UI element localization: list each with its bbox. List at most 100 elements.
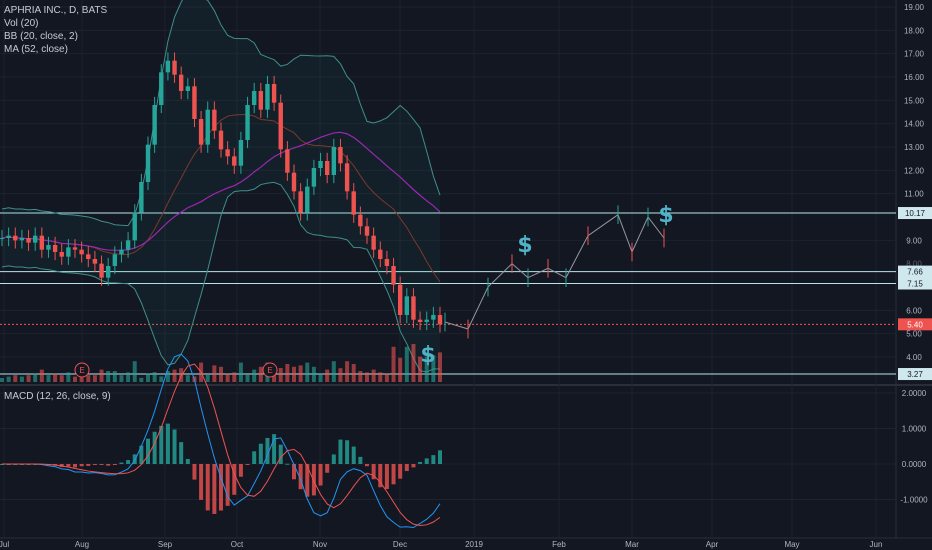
- price-tag-label: 5.40: [907, 320, 923, 329]
- macd-tick-label: 2.0000: [902, 389, 927, 398]
- candle: [371, 235, 376, 250]
- price-tag-label: 10.17: [905, 209, 926, 218]
- macd-histogram-bar: [172, 429, 177, 464]
- candle: [0, 238, 5, 239]
- candle: [52, 245, 58, 252]
- volume-bar: [19, 376, 24, 382]
- price-tick-label: 8.00: [906, 260, 922, 269]
- macd-histogram-bar: [199, 464, 204, 500]
- macd-histogram-bar: [99, 464, 104, 465]
- candle: [119, 249, 124, 255]
- main-pane: [0, 0, 896, 384]
- macd-histogram-bar: [106, 464, 111, 466]
- macd-histogram-bar: [318, 464, 323, 486]
- time-tick-label: Feb: [552, 540, 566, 549]
- macd-histogram-bar: [345, 440, 350, 464]
- macd-histogram-bar: [112, 464, 117, 465]
- candle: [338, 147, 343, 164]
- candle: [431, 315, 436, 320]
- volume-bar: [46, 375, 51, 382]
- macd-histogram-bar: [351, 446, 356, 464]
- volume-bar: [185, 375, 190, 382]
- volume-bar: [225, 373, 230, 382]
- volume-bar: [404, 346, 409, 382]
- candle: [212, 109, 217, 131]
- macd-histogram-bar: [79, 464, 84, 467]
- macd-histogram-bar: [331, 454, 336, 464]
- volume-bar: [351, 364, 356, 382]
- macd-histogram-bar: [225, 464, 230, 506]
- candle: [437, 315, 443, 325]
- volume-bar: [331, 361, 336, 382]
- volume-bar: [311, 366, 316, 382]
- volume-bar: [172, 369, 177, 382]
- volume-bar: [371, 369, 376, 382]
- volume-bar: [205, 375, 210, 382]
- candle: [384, 259, 390, 266]
- time-tick-label: Nov: [313, 540, 327, 549]
- price-tick-label: 5.00: [906, 330, 922, 339]
- candle: [271, 84, 277, 103]
- price-tag: [898, 318, 932, 331]
- price-tick-label: 16.00: [904, 73, 925, 82]
- earnings-marker: [74, 362, 90, 378]
- time-tick-label: May: [784, 540, 799, 549]
- candle: [145, 144, 151, 182]
- macd-line: [2, 353, 441, 529]
- volume-bar: [384, 373, 389, 382]
- volume-bar: [159, 376, 164, 382]
- price-tick-label: 6.00: [906, 306, 922, 315]
- candle: [251, 91, 257, 105]
- macd-histogram-bar: [126, 460, 131, 464]
- volume-bar: [411, 344, 416, 382]
- macd-histogram-bar: [252, 451, 257, 464]
- time-tick-label: Aug: [75, 540, 89, 549]
- volume-bar: [26, 375, 31, 382]
- candle: [404, 296, 410, 315]
- volume-bar: [245, 375, 250, 382]
- price-tick-label: 14.00: [904, 120, 925, 129]
- volume-bar: [285, 364, 290, 382]
- volume-bar: [0, 378, 4, 382]
- volume-bar: [146, 373, 150, 382]
- dollar-sign-annotation: $: [658, 203, 673, 228]
- price-tag: [898, 265, 932, 278]
- volume-bar: [212, 365, 217, 382]
- volume-bar: [179, 368, 184, 382]
- dollar-sign-annotation: $: [517, 233, 532, 258]
- macd-histogram-bar: [404, 464, 409, 472]
- candle: [258, 91, 264, 110]
- volume-bar: [358, 371, 363, 382]
- candle: [59, 252, 64, 257]
- indicator-ma: MA (52, close): [4, 44, 68, 55]
- volume-bar: [219, 366, 223, 382]
- dollar-sign-annotation: $: [420, 343, 435, 368]
- macd-histogram-bar: [391, 464, 396, 485]
- volume-bar: [33, 373, 38, 382]
- macd-histogram-bar: [278, 444, 283, 464]
- volume-bar: [86, 375, 91, 382]
- volume-bar: [438, 352, 442, 382]
- volume-bar: [79, 375, 84, 382]
- candle: [19, 238, 25, 241]
- candle: [364, 226, 370, 236]
- candle: [232, 156, 237, 166]
- volume-bar: [305, 362, 310, 382]
- macd-tick-label: -1.0000: [900, 496, 928, 505]
- candle: [26, 238, 31, 243]
- volume-bar: [132, 361, 137, 382]
- candle: [159, 72, 164, 105]
- macd-histogram-bar: [438, 450, 442, 464]
- volume-bar: [39, 369, 44, 382]
- macd-histogram-bar: [298, 464, 303, 490]
- candle: [152, 105, 157, 145]
- macd-histogram-bar: [292, 464, 296, 480]
- price-tick-label: 15.00: [904, 96, 925, 105]
- macd-histogram-bar: [411, 464, 416, 468]
- macd-histogram-bar: [245, 464, 250, 465]
- macd-tick-label: 1.0000: [902, 425, 927, 434]
- volume-bar: [318, 373, 323, 382]
- macd-histogram-bar: [365, 464, 369, 467]
- volume-bar: [119, 375, 124, 382]
